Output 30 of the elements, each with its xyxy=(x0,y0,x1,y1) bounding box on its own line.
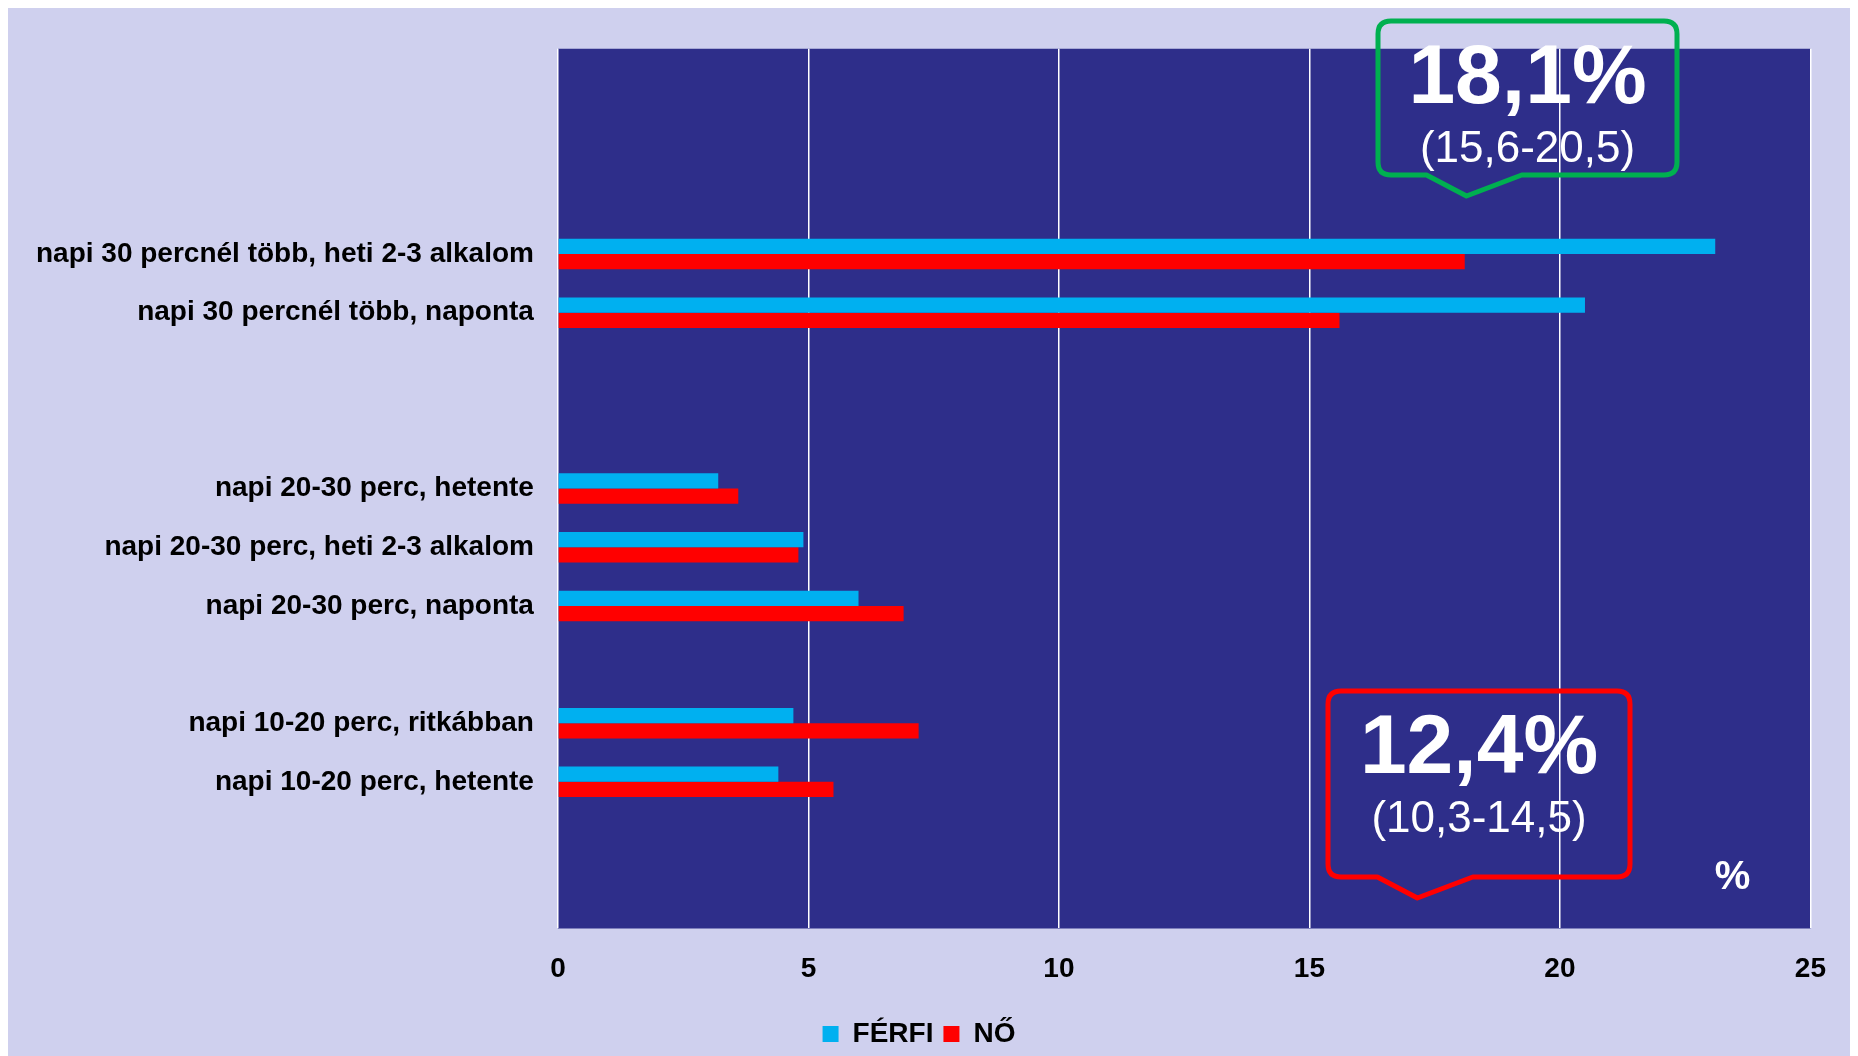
bar xyxy=(558,723,919,739)
bar xyxy=(558,473,719,489)
y-tick-label: napi 30 percnél több, heti 2-3 alkalom xyxy=(35,236,534,268)
y-tick-label: napi 20-30 perc, hetente xyxy=(214,471,534,503)
bar xyxy=(558,254,1465,270)
bar xyxy=(558,547,799,563)
y-tick-label: napi 20-30 perc, heti 2-3 alkalom xyxy=(104,529,534,561)
x-tick-label: 5 xyxy=(800,951,817,983)
y-tick-label: napi 30 percnél több, naponta xyxy=(137,295,535,327)
bar xyxy=(558,312,1340,328)
y-tick-label: napi 20-30 perc, naponta xyxy=(205,588,535,620)
x-axis-title: % xyxy=(1714,853,1751,898)
bar xyxy=(558,488,739,504)
bar xyxy=(558,605,904,622)
x-tick-label: 10 xyxy=(1043,951,1075,983)
y-tick-label: napi 10-20 perc, hetente xyxy=(214,764,534,796)
bar xyxy=(558,707,794,724)
bar xyxy=(558,531,804,548)
x-tick-label: 25 xyxy=(1794,951,1827,983)
y-tick-label: napi 10-20 perc, ritkábban xyxy=(188,705,534,737)
legend-label: FÉRFI xyxy=(852,1016,934,1048)
bar xyxy=(558,590,859,606)
x-tick-label: 15 xyxy=(1293,951,1325,983)
bar xyxy=(558,766,779,782)
bar xyxy=(558,781,834,798)
x-tick-label: 20 xyxy=(1544,951,1576,983)
bar xyxy=(558,297,1585,313)
x-tick-label: 0 xyxy=(550,951,566,983)
bar xyxy=(558,238,1716,255)
legend-label: NŐ xyxy=(973,1016,1016,1048)
